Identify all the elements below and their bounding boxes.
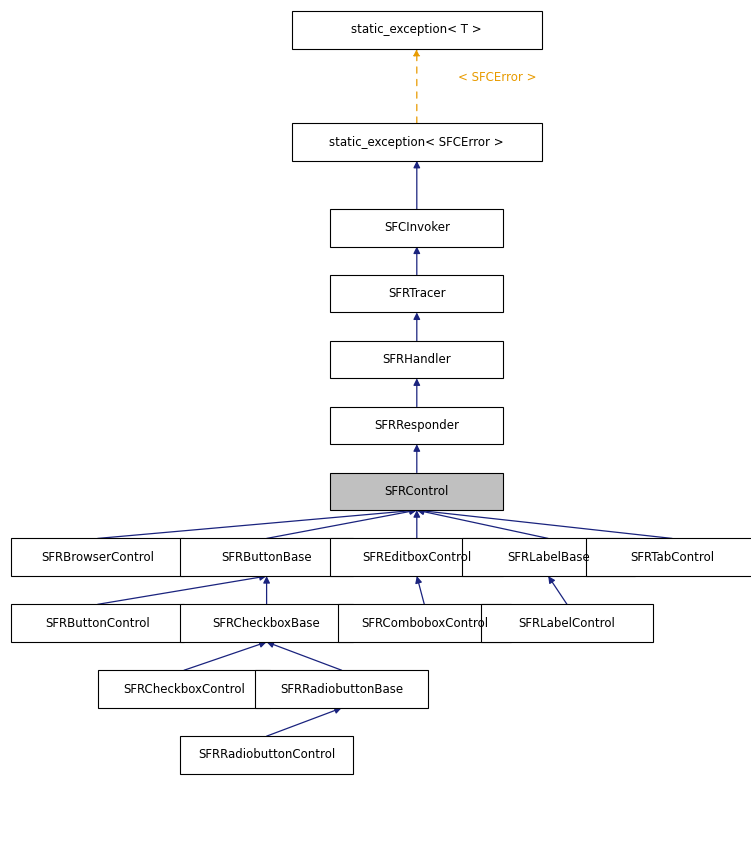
Bar <box>330 275 503 312</box>
Bar <box>255 670 428 708</box>
Text: SFRResponder: SFRResponder <box>374 419 460 432</box>
Bar <box>11 604 184 642</box>
Bar <box>481 604 653 642</box>
Text: static_exception< T >: static_exception< T > <box>351 23 482 37</box>
Text: SFRButtonControl: SFRButtonControl <box>45 616 150 630</box>
Text: static_exception< SFCError >: static_exception< SFCError > <box>330 135 504 148</box>
Bar <box>330 473 503 510</box>
Text: SFRLabelBase: SFRLabelBase <box>507 550 590 564</box>
Text: SFRTracer: SFRTracer <box>388 287 445 300</box>
Text: SFREditboxControl: SFREditboxControl <box>362 550 472 564</box>
Bar <box>291 123 542 161</box>
Text: SFCInvoker: SFCInvoker <box>384 221 450 235</box>
Text: SFRCheckboxControl: SFRCheckboxControl <box>123 682 245 696</box>
Bar <box>330 407 503 444</box>
Bar <box>330 538 503 576</box>
Bar <box>180 604 353 642</box>
Text: SFRLabelControl: SFRLabelControl <box>519 616 615 630</box>
Text: SFRBrowserControl: SFRBrowserControl <box>41 550 154 564</box>
Bar <box>291 11 542 49</box>
Text: SFRTabControl: SFRTabControl <box>630 550 714 564</box>
Bar <box>462 538 635 576</box>
Bar <box>98 670 270 708</box>
Bar <box>586 538 751 576</box>
Bar <box>180 538 353 576</box>
Bar <box>330 209 503 247</box>
Text: SFRHandler: SFRHandler <box>382 353 451 366</box>
Bar <box>180 736 353 774</box>
Text: SFRCheckboxBase: SFRCheckboxBase <box>213 616 321 630</box>
Bar <box>11 538 184 576</box>
Text: SFRComboboxControl: SFRComboboxControl <box>360 616 488 630</box>
Text: < SFCError >: < SFCError > <box>458 71 537 84</box>
Text: SFRRadiobuttonBase: SFRRadiobuttonBase <box>280 682 403 696</box>
Text: SFRRadiobuttonControl: SFRRadiobuttonControl <box>198 748 335 762</box>
Text: SFRControl: SFRControl <box>385 484 449 498</box>
Bar <box>338 604 511 642</box>
Text: SFRButtonBase: SFRButtonBase <box>222 550 312 564</box>
Bar <box>330 341 503 378</box>
